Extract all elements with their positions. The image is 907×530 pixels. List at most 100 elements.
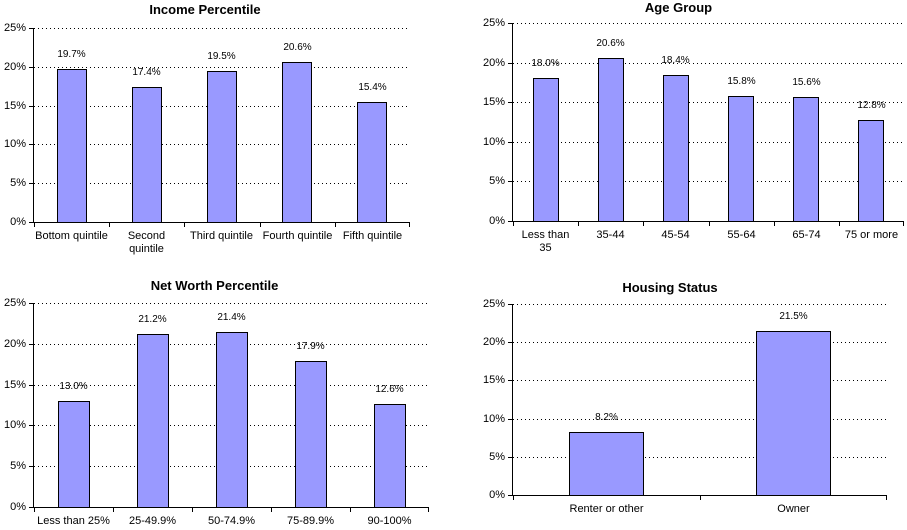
bar xyxy=(57,69,87,222)
bar xyxy=(569,432,644,495)
bar xyxy=(793,97,819,221)
bar-value-text: 18.0% xyxy=(531,58,560,69)
x-axis-tick xyxy=(513,221,514,226)
gridline xyxy=(513,142,904,143)
bar-value-label: 21.2% xyxy=(113,314,192,326)
y-axis-tick xyxy=(29,344,33,345)
bar-value-label: 15.4% xyxy=(335,82,410,94)
bar-value-label: 15.8% xyxy=(709,76,774,88)
x-axis-tick xyxy=(409,222,410,227)
x-axis-tick xyxy=(428,507,429,512)
category-label: 90-100% xyxy=(350,515,429,528)
bar-value-label: 19.7% xyxy=(34,49,109,61)
category-label-line: 45-54 xyxy=(661,229,690,241)
x-axis-tick xyxy=(774,221,775,226)
bar xyxy=(756,331,831,495)
y-axis-label: 20% xyxy=(3,338,26,350)
x-axis-tick xyxy=(192,507,193,512)
y-axis-label: 0% xyxy=(489,215,505,227)
chart-title: Net Worth Percentile xyxy=(150,278,279,293)
y-axis-label: 15% xyxy=(3,100,26,112)
x-axis-tick xyxy=(578,221,579,226)
x-axis-tick xyxy=(839,221,840,226)
category-label-line: Fourth quintile xyxy=(262,230,333,242)
gridline xyxy=(34,67,410,68)
y-axis-label: 15% xyxy=(482,96,505,108)
category-label: Less than 25% xyxy=(34,515,113,528)
y-axis-label: 10% xyxy=(3,138,26,150)
category-label-line: 90-100% xyxy=(367,515,412,527)
gridline xyxy=(513,304,887,305)
y-axis-label: 20% xyxy=(482,336,505,348)
y-axis-label: 25% xyxy=(3,297,26,309)
bar xyxy=(207,71,237,222)
y-axis-tick xyxy=(508,142,512,143)
category-label-line: 35-44 xyxy=(596,229,625,241)
y-axis-label: 20% xyxy=(482,57,505,69)
y-axis-label: 5% xyxy=(489,451,505,463)
y-axis-tick xyxy=(508,63,512,64)
category-label: Fifth quintile xyxy=(335,230,410,243)
gridline xyxy=(513,342,887,343)
bar-value-label: 17.4% xyxy=(109,67,184,79)
y-axis-label: 0% xyxy=(10,501,26,513)
category-label: 75 or more xyxy=(839,229,904,242)
y-axis-label: 0% xyxy=(10,216,26,228)
category-label: Fourth quintile xyxy=(260,230,335,243)
bar-value-label: 21.4% xyxy=(192,312,271,324)
bar-value-label: 8.2% xyxy=(513,412,700,424)
y-axis-tick xyxy=(29,222,33,223)
category-label: 25-49.9% xyxy=(113,515,192,528)
category-label: 55-64 xyxy=(709,229,774,242)
gridline xyxy=(513,380,887,381)
plot-area: 8.2% Renter or other 21.5% Owner xyxy=(508,304,887,515)
bar-value-text: 15.8% xyxy=(727,76,756,87)
bar xyxy=(357,102,387,222)
bar-value-label: 19.5% xyxy=(184,51,259,63)
bar-value-label: 18.0% xyxy=(513,58,578,70)
x-axis-tick xyxy=(903,221,904,226)
bar xyxy=(137,334,169,507)
plot-area: 18.0% Less than 35 20.6% 35-44 18.4% 45-54 15.8… xyxy=(508,23,904,254)
category-label-line: Owner xyxy=(777,503,810,515)
category-label: Second quintile xyxy=(109,230,184,256)
category-label: 45-54 xyxy=(643,229,708,242)
bar-value-text: 21.5% xyxy=(779,311,808,322)
bar xyxy=(374,404,406,507)
y-axis-label: 25% xyxy=(3,22,26,34)
bar-value-text: 20.6% xyxy=(596,38,625,49)
gridline xyxy=(513,102,904,103)
chart-title: Housing Status xyxy=(622,280,718,295)
plot-area: 19.7% Bottom quintile 17.4% Second quintile 1… xyxy=(29,28,410,255)
gridline xyxy=(513,63,904,64)
category-label-line: quintile xyxy=(129,243,164,255)
bar xyxy=(858,120,884,221)
category-label-line: 25-49.9% xyxy=(128,515,177,527)
bar xyxy=(533,78,559,221)
bar-value-text: 20.6% xyxy=(283,42,312,53)
y-axis-label: 10% xyxy=(3,419,26,431)
y-axis-label: 5% xyxy=(10,460,26,472)
y-axis-tick xyxy=(29,67,33,68)
y-axis-label: 15% xyxy=(3,379,26,391)
category-label: Renter or other xyxy=(513,503,700,516)
bar-value-label: 20.6% xyxy=(260,42,335,54)
bar-value-text: 21.2% xyxy=(138,314,167,325)
category-label: Owner xyxy=(700,503,887,516)
bar-value-text: 19.7% xyxy=(57,49,86,60)
y-axis-tick xyxy=(29,303,33,304)
bar-value-label: 15.6% xyxy=(774,77,839,89)
x-axis-tick xyxy=(271,507,272,512)
gridline xyxy=(34,28,410,29)
y-axis-tick xyxy=(508,304,512,305)
x-axis-tick xyxy=(700,495,701,500)
y-axis-label: 5% xyxy=(10,177,26,189)
gridline xyxy=(34,303,429,304)
bar-value-text: 17.4% xyxy=(132,67,161,78)
bar-value-label: 13.0% xyxy=(34,381,113,393)
chart-housing-status: Housing Status 8.2% Renter or other 21.5% O… xyxy=(453,265,906,530)
bar-value-label: 20.6% xyxy=(578,38,643,50)
y-axis-label: 25% xyxy=(482,17,505,29)
bar-value-text: 8.2% xyxy=(595,412,618,423)
